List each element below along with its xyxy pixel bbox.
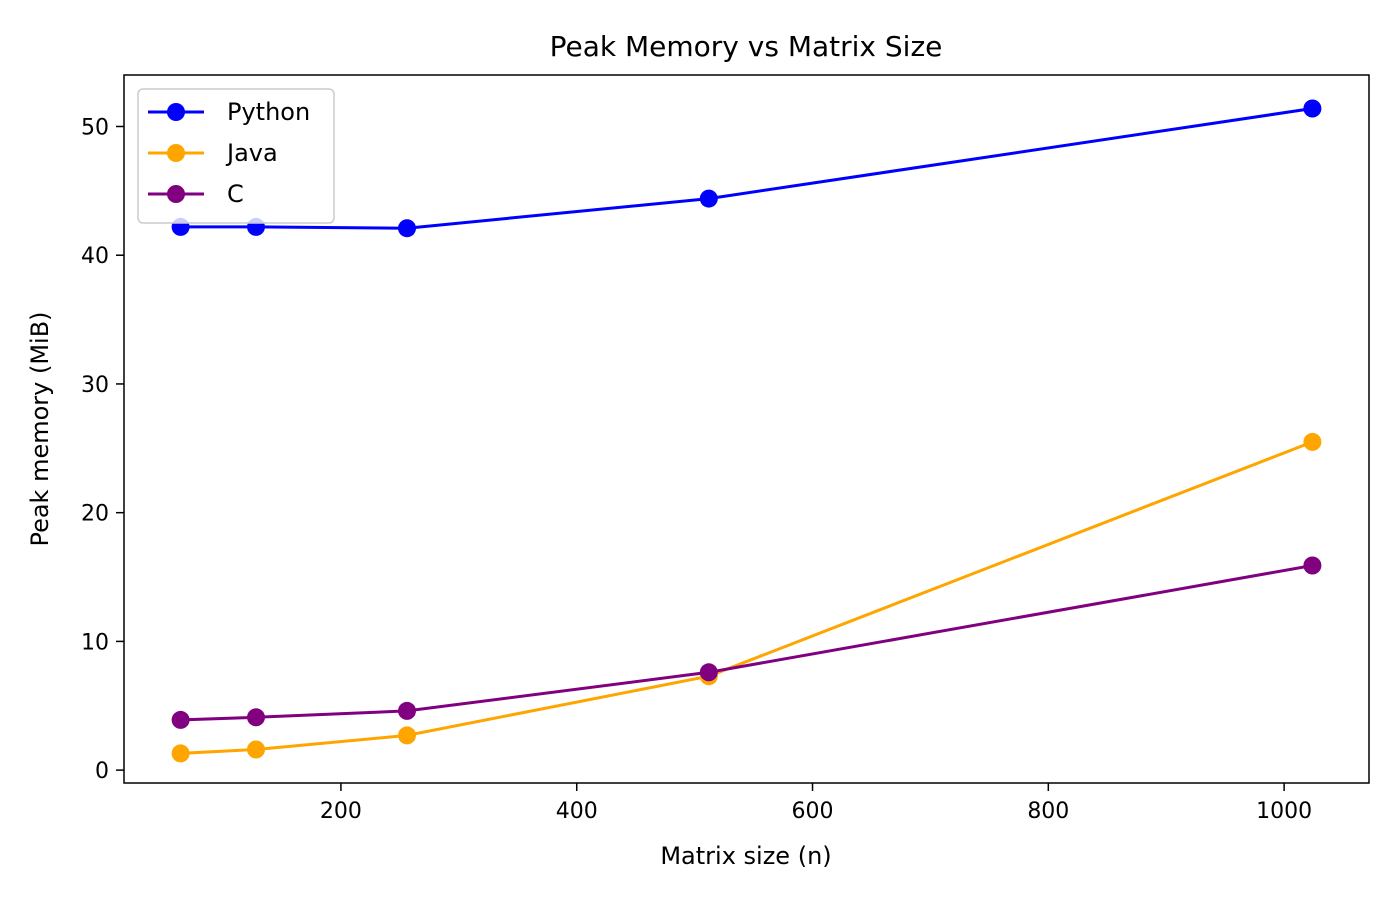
series-line-python: [179, 106, 1315, 230]
data-point-python: [1303, 99, 1322, 118]
x-tick-label: 200: [320, 799, 362, 824]
series-line-java: [179, 439, 1315, 755]
data-point-c: [1303, 556, 1322, 575]
y-tick-label: 30: [81, 373, 109, 398]
legend-marker-c: [167, 185, 185, 203]
y-axis-ticks: 0 10 20 30 40 50: [81, 115, 124, 784]
x-tick-label: 800: [1027, 799, 1069, 824]
data-point-c: [699, 663, 718, 682]
series-line-c: [179, 563, 1315, 722]
data-point-python: [398, 219, 416, 238]
data-point-c: [247, 708, 265, 727]
x-tick-label: 400: [556, 799, 598, 824]
legend-label-python: Python: [227, 98, 310, 126]
series-layer: [171, 99, 1322, 763]
legend: Python Java C: [137, 88, 335, 224]
y-tick-label: 50: [81, 115, 109, 140]
data-point-java: [1303, 432, 1322, 451]
x-axis-label: Matrix size (n): [660, 842, 831, 870]
legend-label-java: Java: [225, 139, 278, 167]
y-tick-label: 0: [95, 759, 109, 784]
legend-label-c: C: [227, 180, 244, 208]
chart-title: Peak Memory vs Matrix Size: [550, 30, 943, 63]
data-point-java: [171, 744, 190, 763]
data-point-python: [699, 189, 718, 208]
data-point-c: [171, 710, 190, 729]
y-axis-label: Peak memory (MiB): [26, 311, 54, 546]
y-tick-label: 40: [81, 244, 109, 269]
x-tick-label: 600: [792, 799, 834, 824]
legend-marker-python: [167, 103, 185, 121]
data-point-java: [247, 740, 265, 759]
y-tick-label: 10: [81, 630, 109, 655]
y-tick-label: 20: [81, 502, 109, 527]
data-point-c: [398, 701, 416, 720]
legend-marker-java: [167, 144, 185, 162]
legend-box: [137, 88, 335, 224]
x-tick-label: 1000: [1256, 799, 1312, 824]
plot-frame: [123, 74, 1370, 784]
x-axis-ticks: 200 400 600 800 1000: [320, 783, 1312, 824]
data-point-java: [398, 726, 416, 745]
